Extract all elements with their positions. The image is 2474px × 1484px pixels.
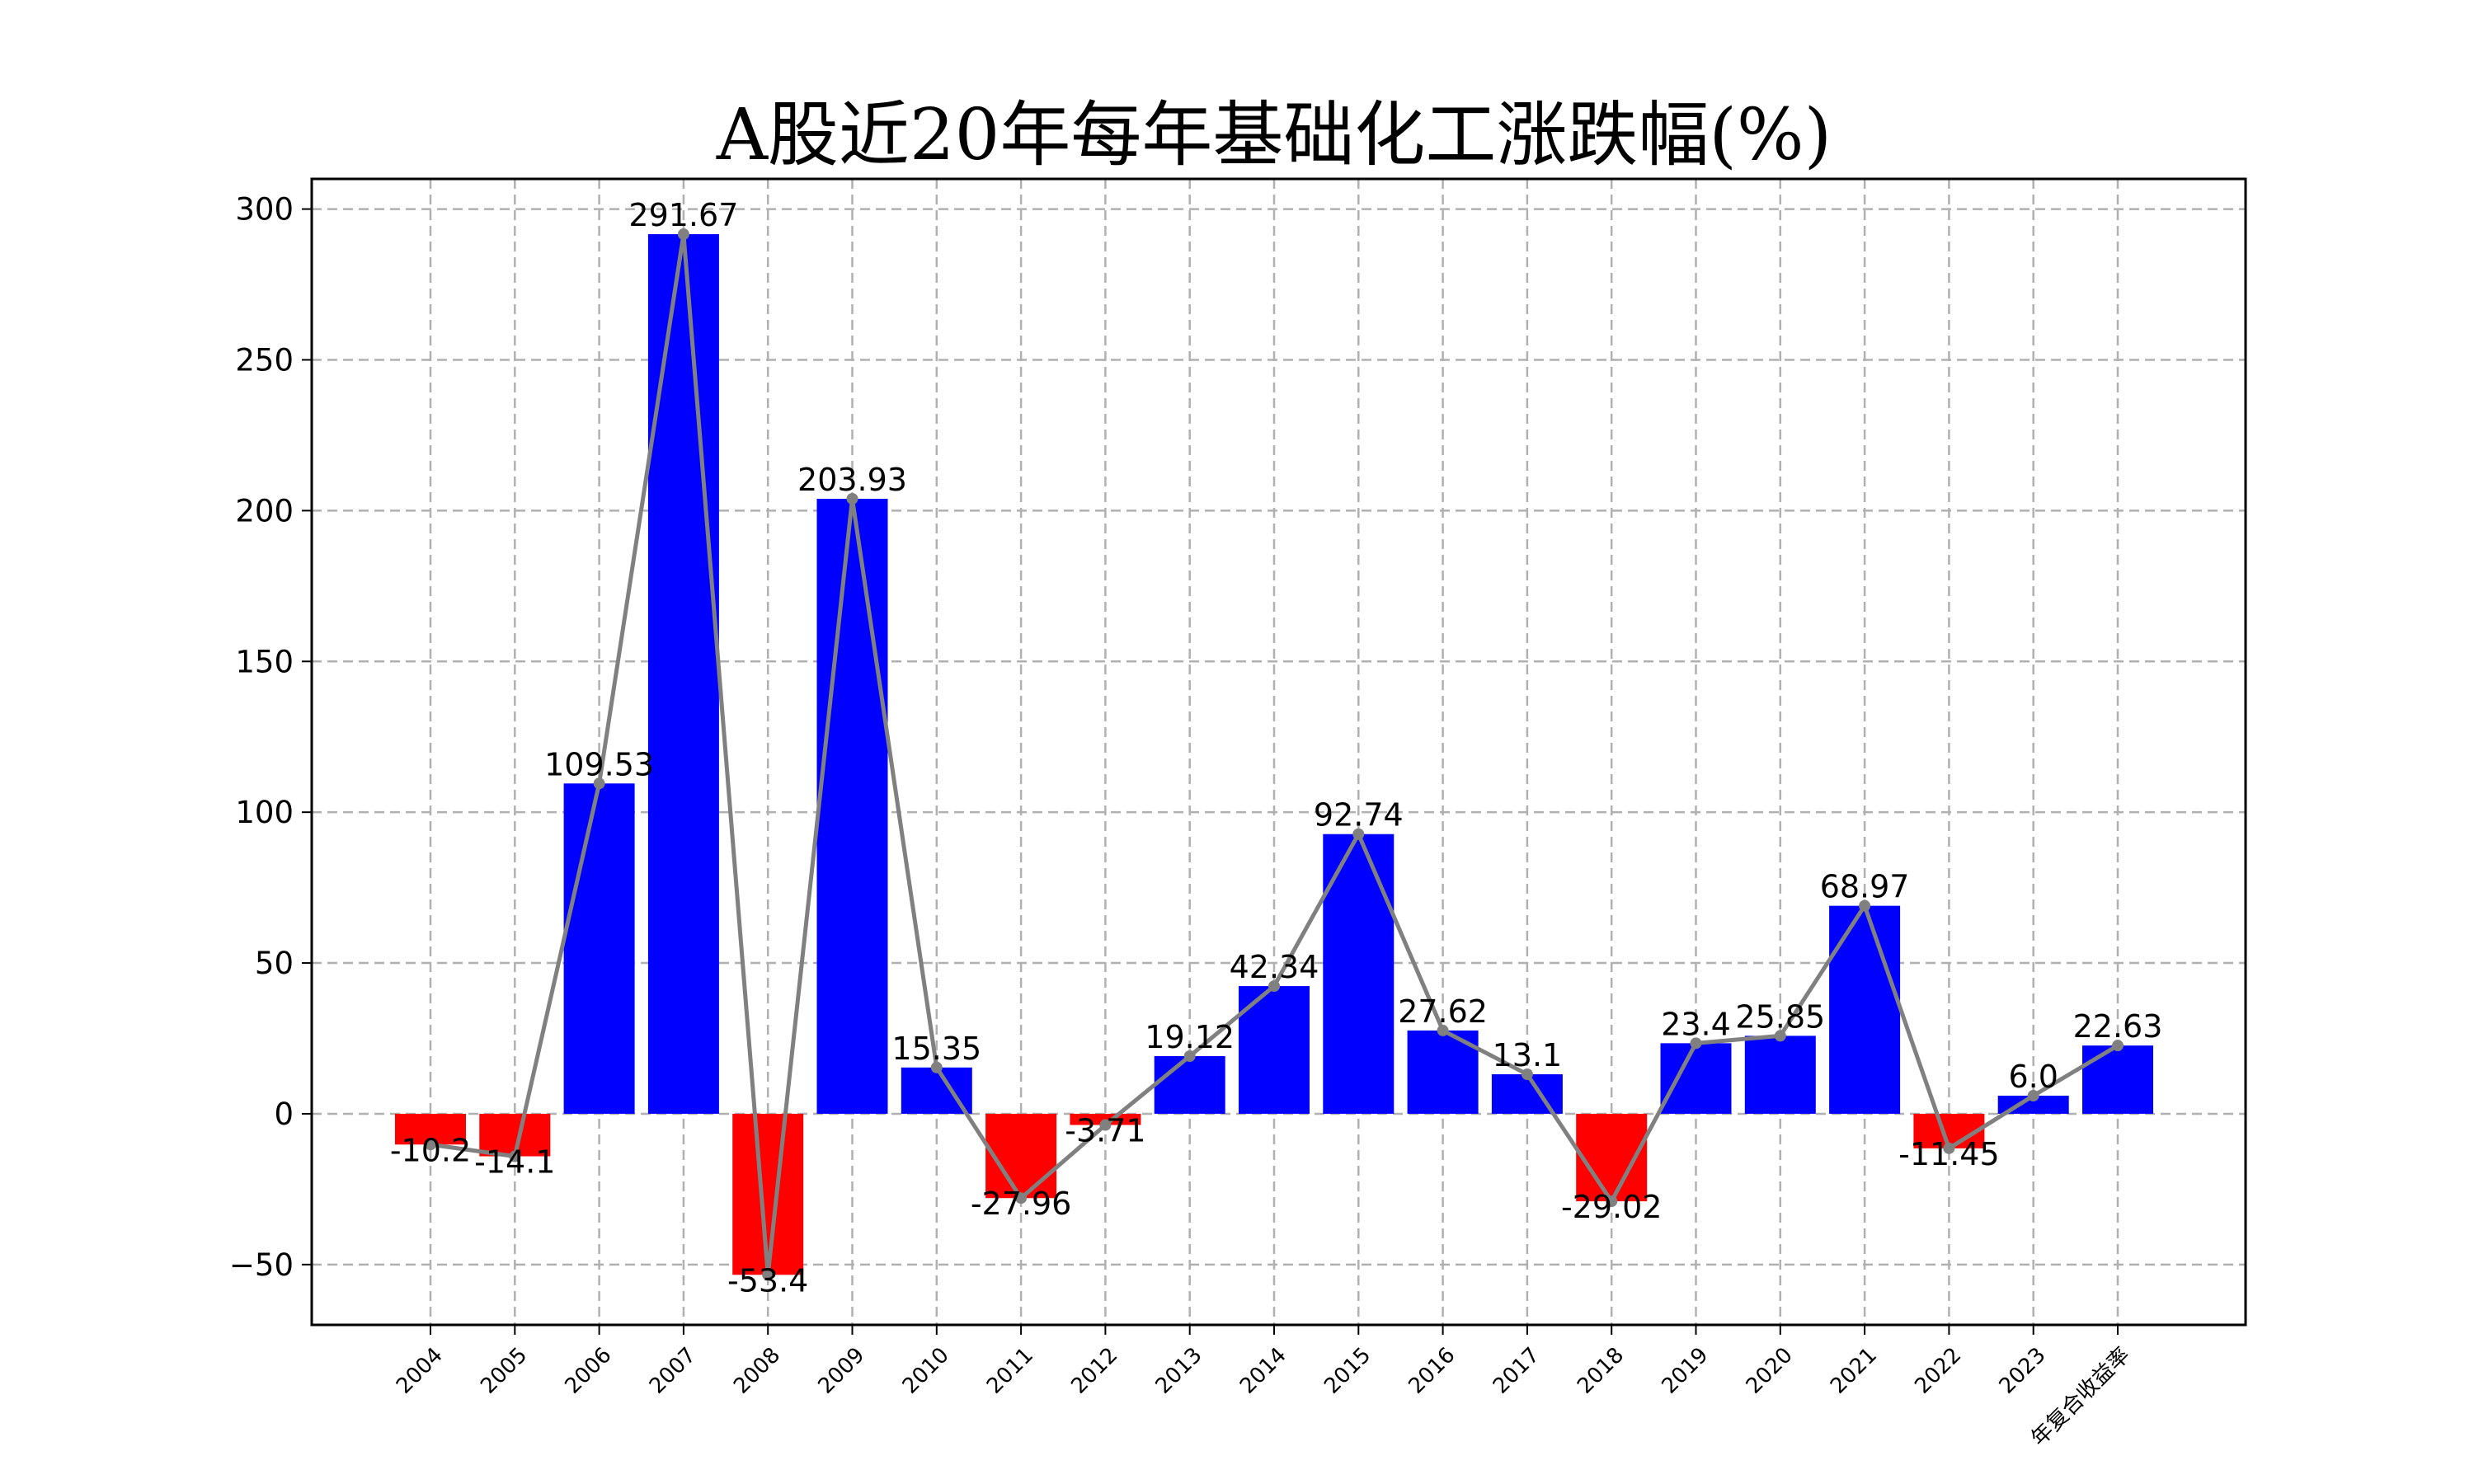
- line-point: [1099, 1119, 1112, 1131]
- line-point: [1352, 828, 1365, 840]
- bar-2009: [816, 498, 888, 1114]
- bar-2008: [732, 1113, 804, 1275]
- line-point: [1437, 1024, 1449, 1036]
- data-label-layer: -10.2 -14.1 109.53 291.67 -53.4 203.93 15.35 -2…: [390, 197, 2163, 1298]
- y-tick-label: −50: [229, 1247, 294, 1283]
- line-point: [1183, 1050, 1196, 1063]
- x-tick-label: 2015: [1319, 1343, 1376, 1399]
- line-point: [846, 492, 858, 505]
- bar-2017: [1491, 1074, 1563, 1114]
- y-tick-label: 200: [235, 493, 294, 528]
- line-point: [2112, 1040, 2124, 1052]
- x-axis: 2004 2005 2006 2007 2008 2009 2010 2011 2012 2013…: [392, 1325, 2135, 1451]
- data-label: 109.53: [544, 746, 654, 782]
- data-label: 203.93: [797, 462, 907, 498]
- line-point: [677, 228, 689, 241]
- y-tick-label: 50: [255, 946, 294, 981]
- x-tick-label: 2008: [729, 1343, 785, 1399]
- trend-line-layer: [425, 228, 2124, 1281]
- axes-frame: [310, 177, 2247, 1327]
- x-tick-label: 2019: [1657, 1343, 1713, 1399]
- bar-2023: [1997, 1096, 2069, 1114]
- chart-title: A股近20年每年基础化工涨跌幅(%): [716, 94, 1832, 176]
- y-tick-label: 250: [235, 342, 294, 378]
- line-point: [1774, 1030, 1786, 1042]
- x-tick-label: 2020: [1742, 1343, 1798, 1399]
- x-tick-label: 2021: [1826, 1343, 1882, 1399]
- x-tick-label: 2012: [1066, 1343, 1122, 1399]
- data-label: 22.63: [2073, 1008, 2163, 1045]
- line-point: [1015, 1192, 1028, 1205]
- y-tick-label: 0: [274, 1097, 294, 1132]
- x-tick-label: 2013: [1151, 1343, 1207, 1399]
- line-point: [509, 1150, 521, 1162]
- data-label: 42.34: [1230, 949, 1319, 985]
- data-label: 68.97: [1820, 869, 1910, 905]
- x-tick-label: 2014: [1235, 1343, 1291, 1399]
- data-label: -53.4: [727, 1262, 808, 1298]
- line-point: [762, 1269, 774, 1281]
- line-point: [1859, 899, 1871, 912]
- line-point: [1690, 1037, 1702, 1050]
- bar-layer: [395, 234, 2153, 1275]
- bar-2019: [1660, 1043, 1732, 1114]
- line-point: [1521, 1068, 1533, 1081]
- data-label: 92.74: [1314, 797, 1404, 834]
- bar-年复合收益率: [2082, 1045, 2153, 1114]
- bar-2011: [985, 1113, 1057, 1199]
- line-point: [2027, 1090, 2039, 1101]
- data-label: 23.4: [1661, 1006, 1731, 1042]
- y-axis: −50 0 50 100 150 200 250 300: [229, 192, 312, 1283]
- x-tick-label: 2004: [392, 1343, 448, 1399]
- line-point: [425, 1139, 436, 1151]
- line-point: [593, 777, 605, 790]
- line-point: [1268, 980, 1280, 993]
- x-tick-label: 2018: [1573, 1343, 1629, 1399]
- y-tick-label: 100: [235, 795, 294, 830]
- x-tick-label: 2016: [1404, 1343, 1460, 1399]
- data-label: 6.0: [2008, 1059, 2058, 1095]
- line-point: [930, 1061, 943, 1073]
- bar-2007: [647, 234, 719, 1114]
- y-tick-label: 150: [235, 644, 294, 679]
- bar-2013: [1154, 1056, 1225, 1114]
- data-label: 27.62: [1398, 993, 1488, 1030]
- x-tick-label: 2017: [1489, 1343, 1545, 1399]
- data-label: 13.1: [1493, 1037, 1563, 1073]
- x-tick-label: 2022: [1910, 1343, 1966, 1399]
- bar-2006: [563, 783, 635, 1114]
- y-tick-label: 300: [235, 192, 294, 228]
- line-point: [1943, 1142, 1955, 1154]
- bar-2021: [1829, 905, 1901, 1114]
- x-tick-label: 2023: [1995, 1343, 2051, 1399]
- data-label: -3.71: [1065, 1113, 1145, 1149]
- data-label: -27.96: [971, 1186, 1072, 1222]
- data-label: 25.85: [1735, 998, 1825, 1035]
- x-tick-label: 2011: [982, 1343, 1038, 1399]
- line-point: [1606, 1195, 1618, 1208]
- data-label: -11.45: [1898, 1136, 2000, 1172]
- data-label: 19.12: [1145, 1019, 1235, 1055]
- data-label: 291.67: [628, 197, 738, 233]
- x-tick-label: 2006: [561, 1343, 617, 1399]
- data-label: 15.35: [891, 1031, 981, 1067]
- data-label: -29.02: [1561, 1189, 1663, 1225]
- x-tick-label: 2009: [813, 1343, 869, 1399]
- x-tick-label: 2010: [898, 1343, 954, 1399]
- x-tick-label: 2007: [645, 1343, 701, 1399]
- x-tick-label: 2005: [476, 1343, 532, 1399]
- data-label: -14.1: [474, 1144, 555, 1181]
- data-label: -10.2: [390, 1132, 471, 1168]
- bar-2020: [1744, 1036, 1816, 1114]
